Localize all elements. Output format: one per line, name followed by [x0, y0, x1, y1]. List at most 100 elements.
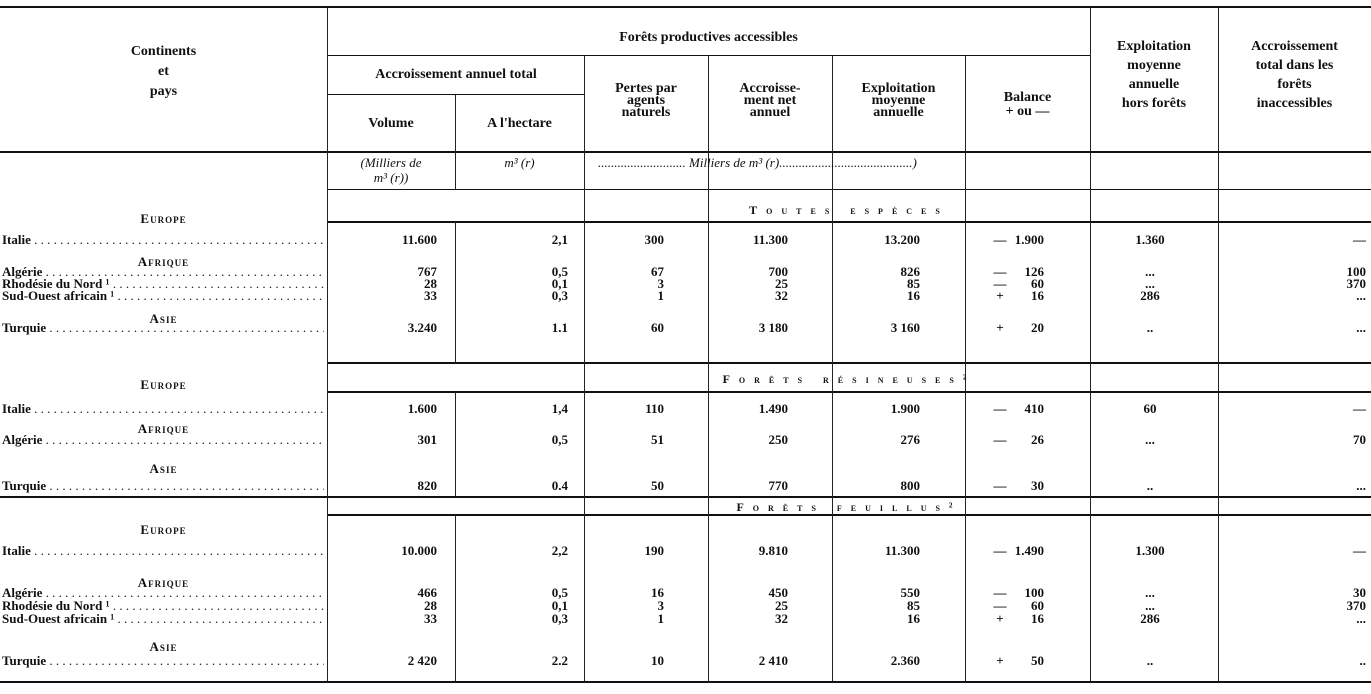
- rule: [327, 189, 1371, 190]
- country-label: Algérie . . . . . . . . . . . . . . . . …: [2, 433, 324, 447]
- balance-value: 20: [1031, 320, 1044, 335]
- unit-volume: (Milliers de: [360, 155, 422, 170]
- cell-value: 0,5: [551, 585, 568, 600]
- inaccessible-value: 370: [1346, 598, 1367, 613]
- balance-sign: +: [996, 320, 1004, 335]
- balance-value: 30: [1031, 478, 1044, 493]
- column-divider: [832, 56, 833, 681]
- leader-dots: . . . . . . . . . . . . . . . . . . . . …: [34, 544, 324, 558]
- balance-sign: +: [996, 611, 1004, 626]
- leader-dots: . . . . . . . . . . . . . . . . . . . . …: [49, 479, 324, 493]
- cell-value: 1: [657, 288, 665, 303]
- cell-value: 1.900: [890, 401, 920, 416]
- cell-value: 466: [417, 585, 438, 600]
- header-label: et: [158, 64, 169, 79]
- continent-label: Afrique: [137, 421, 190, 436]
- balance-value: 1.490: [1014, 543, 1044, 558]
- balance-sign: —: [993, 432, 1007, 447]
- rule: [327, 514, 1371, 516]
- cell-value: 2 410: [758, 653, 788, 668]
- leader-dots: . . . . . . . . . . . . . . . . . . . . …: [34, 233, 324, 247]
- hors-forets-value: ...: [1145, 585, 1155, 600]
- header-label: moyenne: [1127, 58, 1181, 73]
- country-label: Turquie . . . . . . . . . . . . . . . . …: [2, 654, 324, 668]
- balance-sign: +: [996, 653, 1004, 668]
- unit-volume: m³ (r)): [373, 170, 409, 185]
- country-label: Sud-Ouest africain ¹ . . . . . . . . . .…: [2, 289, 324, 303]
- hors-forets-value: 1.300: [1135, 543, 1165, 558]
- col-hectare: A l'hectare: [487, 116, 552, 131]
- balance-value: 26: [1031, 432, 1044, 447]
- header-label: pays: [149, 84, 178, 99]
- balance-sign: —: [993, 598, 1007, 613]
- cell-value: 770: [768, 478, 789, 493]
- cell-value: 250: [768, 432, 789, 447]
- section-title: Forêts résineuses²: [722, 372, 976, 386]
- country-name: Algérie: [2, 265, 43, 279]
- continent-label: Asie: [149, 311, 178, 326]
- cell-value: 0,1: [551, 276, 568, 291]
- leader-dots: . . . . . . . . . . . . . . . . . . . . …: [49, 321, 324, 335]
- inaccessible-value: ...: [1356, 288, 1366, 303]
- continent-label: Asie: [149, 639, 178, 654]
- cell-value: 0.4: [551, 478, 568, 493]
- hors-forets-value: ...: [1145, 264, 1155, 279]
- cell-value: 85: [907, 598, 920, 613]
- cell-value: 11.300: [884, 543, 920, 558]
- cell-value: 1.1: [551, 320, 568, 335]
- cell-value: 85: [907, 276, 920, 291]
- column-divider: [584, 56, 585, 681]
- cell-value: 9.810: [758, 543, 788, 558]
- balance-value: 16: [1031, 288, 1044, 303]
- cell-value: 3: [657, 598, 665, 613]
- cell-value: 1,4: [551, 401, 568, 416]
- cell-value: 10: [651, 653, 664, 668]
- header-label: moyenne: [871, 93, 926, 108]
- country-name: Turquie: [2, 479, 47, 493]
- header-label: annuel: [749, 105, 791, 120]
- header-label: hors forêts: [1121, 96, 1187, 111]
- cell-value: 50: [651, 478, 664, 493]
- cell-value: 16: [907, 611, 920, 626]
- country-label: Sud-Ouest africain ¹ . . . . . . . . . .…: [2, 612, 324, 626]
- cell-value: 67: [651, 264, 664, 279]
- cell-value: 28: [424, 276, 437, 291]
- header-label: annuelle: [873, 105, 924, 120]
- cell-value: 28: [424, 598, 437, 613]
- cell-value: 826: [900, 264, 921, 279]
- cell-value: 1.600: [407, 401, 437, 416]
- hors-forets-value: 60: [1143, 401, 1157, 416]
- continent-label: Asie: [149, 461, 178, 476]
- cell-value: 767: [417, 264, 438, 279]
- cell-value: 700: [768, 264, 789, 279]
- header-label: Accroisse-: [739, 81, 801, 96]
- hors-forets-value: 286: [1140, 611, 1160, 626]
- country-label: Italie . . . . . . . . . . . . . . . . .…: [2, 233, 324, 247]
- leader-dots: . . . . . . . . . . . . . . . . . . . . …: [117, 612, 325, 626]
- column-divider: [455, 515, 456, 681]
- rule: [327, 55, 1090, 56]
- hors-forets-value: ...: [1145, 276, 1155, 291]
- continent-label: Europe: [140, 211, 187, 226]
- cell-value: 0,5: [551, 264, 568, 279]
- rule: [0, 496, 1371, 498]
- country-label: Rhodésie du Nord ¹ . . . . . . . . . . .…: [2, 277, 324, 291]
- country-name: Rhodésie du Nord ¹: [2, 277, 110, 291]
- hors-forets-value: 1.360: [1135, 232, 1165, 247]
- cell-value: 550: [900, 585, 921, 600]
- cell-value: 3: [657, 276, 665, 291]
- inaccessible-value: 100: [1346, 264, 1367, 279]
- cell-value: 301: [417, 432, 438, 447]
- leader-dots: . . . . . . . . . . . . . . . . . . . . …: [112, 599, 324, 613]
- header-label: total dans les: [1255, 58, 1334, 73]
- country-name: Turquie: [2, 654, 47, 668]
- inaccessible-value: —: [1353, 401, 1366, 416]
- cell-value: 10.000: [401, 543, 437, 558]
- cell-value: 2 420: [407, 653, 437, 668]
- cell-value: 820: [417, 478, 438, 493]
- unit-hectare: m³ (r): [504, 155, 535, 170]
- country-name: Sud-Ouest africain ¹: [2, 612, 115, 626]
- country-name: Rhodésie du Nord ¹: [2, 599, 110, 613]
- cell-value: 33: [424, 611, 437, 626]
